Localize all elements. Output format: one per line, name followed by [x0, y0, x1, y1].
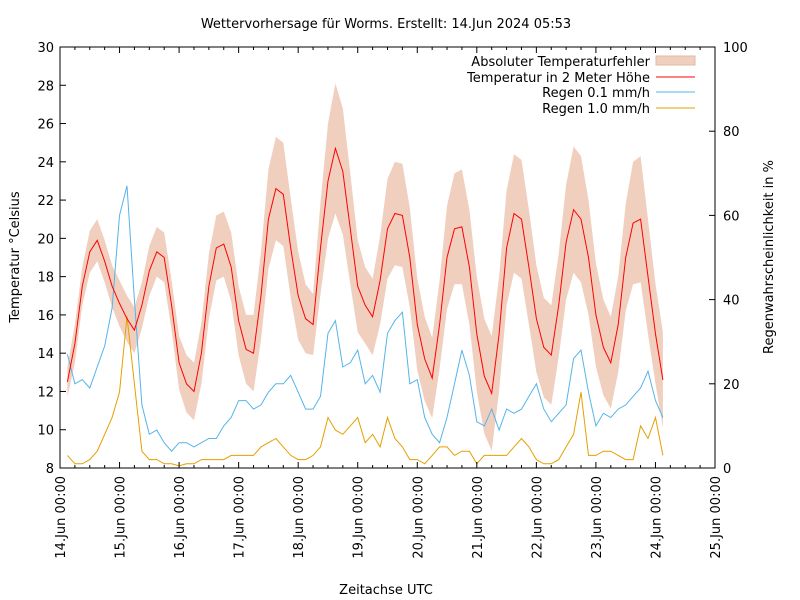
y2-tick-label: 0 — [723, 462, 731, 477]
y-tick-label: 10 — [37, 424, 54, 439]
y2-tick-label: 40 — [723, 294, 740, 309]
y-tick-label: 20 — [37, 232, 54, 247]
y2-tick-label: 80 — [723, 125, 740, 140]
x-tick-label: 21.Jun 00:00 — [471, 476, 486, 559]
x-tick-label: 16.Jun 00:00 — [173, 476, 188, 559]
y2-axis-label: Regenwahrscheinlichkeit in % — [762, 160, 777, 354]
y2-tick-label: 20 — [723, 378, 740, 393]
x-tick-label: 18.Jun 00:00 — [292, 476, 307, 559]
legend: Absoluter Temperaturfehler Temperatur in… — [466, 55, 696, 117]
legend-label-rain01: Regen 0.1 mm/h — [542, 86, 650, 101]
y-tick-label: 30 — [37, 41, 54, 56]
legend-label-temperature: Temperatur in 2 Meter Höhe — [466, 71, 650, 86]
x-tick-label: 15.Jun 00:00 — [114, 476, 129, 559]
y-tick-label: 24 — [37, 156, 54, 171]
x-axis-label: Zeitachse UTC — [339, 583, 433, 598]
y2-tick-label: 100 — [723, 41, 748, 56]
y-tick-label: 22 — [37, 194, 54, 209]
y-axis-label: Temperatur °Celsius — [8, 191, 23, 324]
y2-tick-label: 60 — [723, 209, 740, 224]
x-tick-label: 20.Jun 00:00 — [411, 476, 426, 559]
y-tick-label: 8 — [46, 462, 54, 477]
x-tick-label: 17.Jun 00:00 — [233, 476, 248, 559]
y-tick-label: 12 — [37, 385, 54, 400]
x-tick-label: 14.Jun 00:00 — [54, 476, 69, 559]
x-tick-label: 25.Jun 00:00 — [709, 476, 724, 559]
plot-area — [66, 83, 664, 467]
series-rain-1-0-line — [67, 316, 664, 467]
legend-label-error: Absoluter Temperaturfehler — [471, 55, 650, 70]
x-tick-label: 22.Jun 00:00 — [530, 476, 545, 559]
y-tick-label: 28 — [37, 79, 54, 94]
legend-label-rain10: Regen 1.0 mm/h — [542, 102, 650, 117]
y-tick-label: 18 — [37, 271, 54, 286]
series-temperature-line — [66, 146, 664, 396]
y-tick-label: 16 — [37, 309, 54, 324]
y-tick-label: 26 — [37, 118, 54, 133]
x-tick-label: 24.Jun 00:00 — [649, 476, 664, 559]
chart-title: Wettervorhersage für Worms. Erstellt: 14… — [201, 17, 571, 32]
x-tick-label: 23.Jun 00:00 — [590, 476, 605, 559]
legend-swatch-error — [655, 55, 696, 66]
series-temperature-error-band — [67, 83, 663, 451]
y-tick-label: 14 — [37, 347, 54, 362]
series-rain-0-1-line — [66, 185, 664, 452]
x-tick-label: 19.Jun 00:00 — [352, 476, 367, 559]
